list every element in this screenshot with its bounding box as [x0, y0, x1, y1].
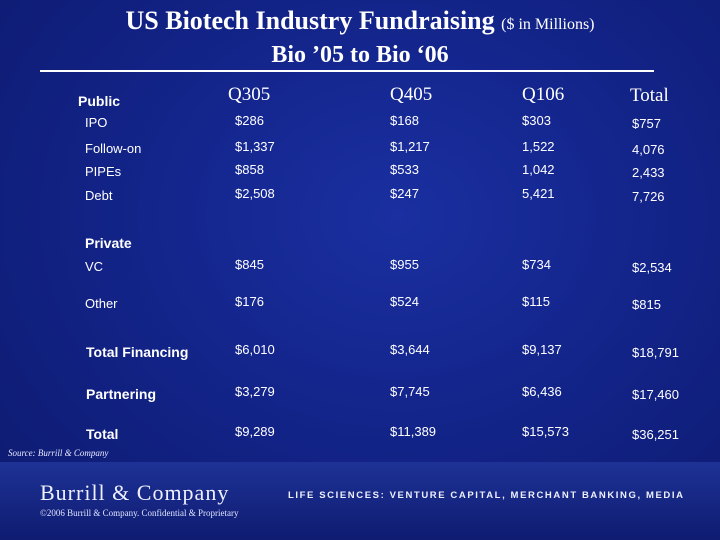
table-cell: $1,217 [390, 139, 430, 154]
row-label: Other [85, 296, 118, 311]
table-cell: $533 [390, 162, 419, 177]
table-cell: $757 [632, 116, 661, 131]
table-cell: $247 [390, 186, 419, 201]
row-label: Debt [85, 188, 113, 203]
table-cell: $2,508 [235, 186, 275, 201]
row-label: VC [85, 259, 104, 274]
row-label: Follow-on [85, 141, 142, 156]
table-cell: $815 [632, 297, 661, 312]
title-divider [40, 70, 654, 72]
table-cell: $286 [235, 113, 264, 128]
table-cell: $3,644 [390, 342, 430, 357]
table-cell: $524 [390, 294, 419, 309]
copyright-text: ©2006 Burrill & Company. Confidential & … [40, 508, 239, 518]
table-cell: $9,137 [522, 342, 562, 357]
table-cell: $845 [235, 257, 264, 272]
table-cell: 5,421 [522, 186, 555, 201]
table-cell: $858 [235, 162, 264, 177]
table-cell: $955 [390, 257, 419, 272]
section-public: Public [78, 93, 121, 109]
table-cell: 4,076 [632, 142, 665, 157]
table-cell: $734 [522, 257, 551, 272]
company-logo: Burrill & Company [40, 480, 230, 505]
table-cell: $176 [235, 294, 264, 309]
title-main: US Biotech Industry Fundraising [125, 6, 495, 35]
table-cell: $303 [522, 113, 551, 128]
row-label: PIPEs [85, 164, 122, 179]
footer-bar [0, 462, 720, 540]
section-private: Private [85, 235, 132, 251]
row-label: Total [86, 426, 119, 442]
table-cell: $3,279 [235, 384, 275, 399]
row-label: Partnering [86, 386, 157, 402]
table-cell: 2,433 [632, 165, 665, 180]
row-label: IPO [85, 115, 108, 130]
table-cell: 7,726 [632, 189, 665, 204]
company-tagline: LIFE SCIENCES: VENTURE CAPITAL, MERCHANT… [288, 490, 685, 501]
table-cell: $11,389 [390, 424, 437, 439]
slide-title: US Biotech Industry Fundraising ($ in Mi… [0, 6, 720, 40]
table-cell: $9,289 [235, 424, 275, 439]
column-header-total: Total [630, 85, 669, 106]
column-header-q305: Q305 [228, 84, 271, 105]
slide-subtitle: Bio ’05 to Bio ‘06 [271, 42, 449, 68]
column-header-q106: Q106 [522, 84, 565, 105]
table-cell: $6,436 [522, 384, 562, 399]
table-cell: $17,460 [632, 387, 679, 402]
table-cell: $7,745 [390, 384, 430, 399]
table-cell: $6,010 [235, 342, 275, 357]
source-note: Source: Burrill & Company [8, 448, 109, 458]
table-cell: $15,573 [522, 424, 569, 439]
title-unit: ($ in Millions) [501, 16, 595, 33]
table-cell: $168 [390, 113, 419, 128]
table-cell: $36,251 [632, 427, 679, 442]
column-header-q405: Q405 [390, 84, 433, 105]
table-cell: 1,042 [522, 162, 555, 177]
table-cell: $2,534 [632, 260, 672, 275]
row-label: Total Financing [86, 344, 189, 360]
table-cell: 1,522 [522, 139, 555, 154]
table-cell: $115 [522, 294, 550, 309]
table-cell: $18,791 [632, 345, 679, 360]
table-cell: $1,337 [235, 139, 275, 154]
